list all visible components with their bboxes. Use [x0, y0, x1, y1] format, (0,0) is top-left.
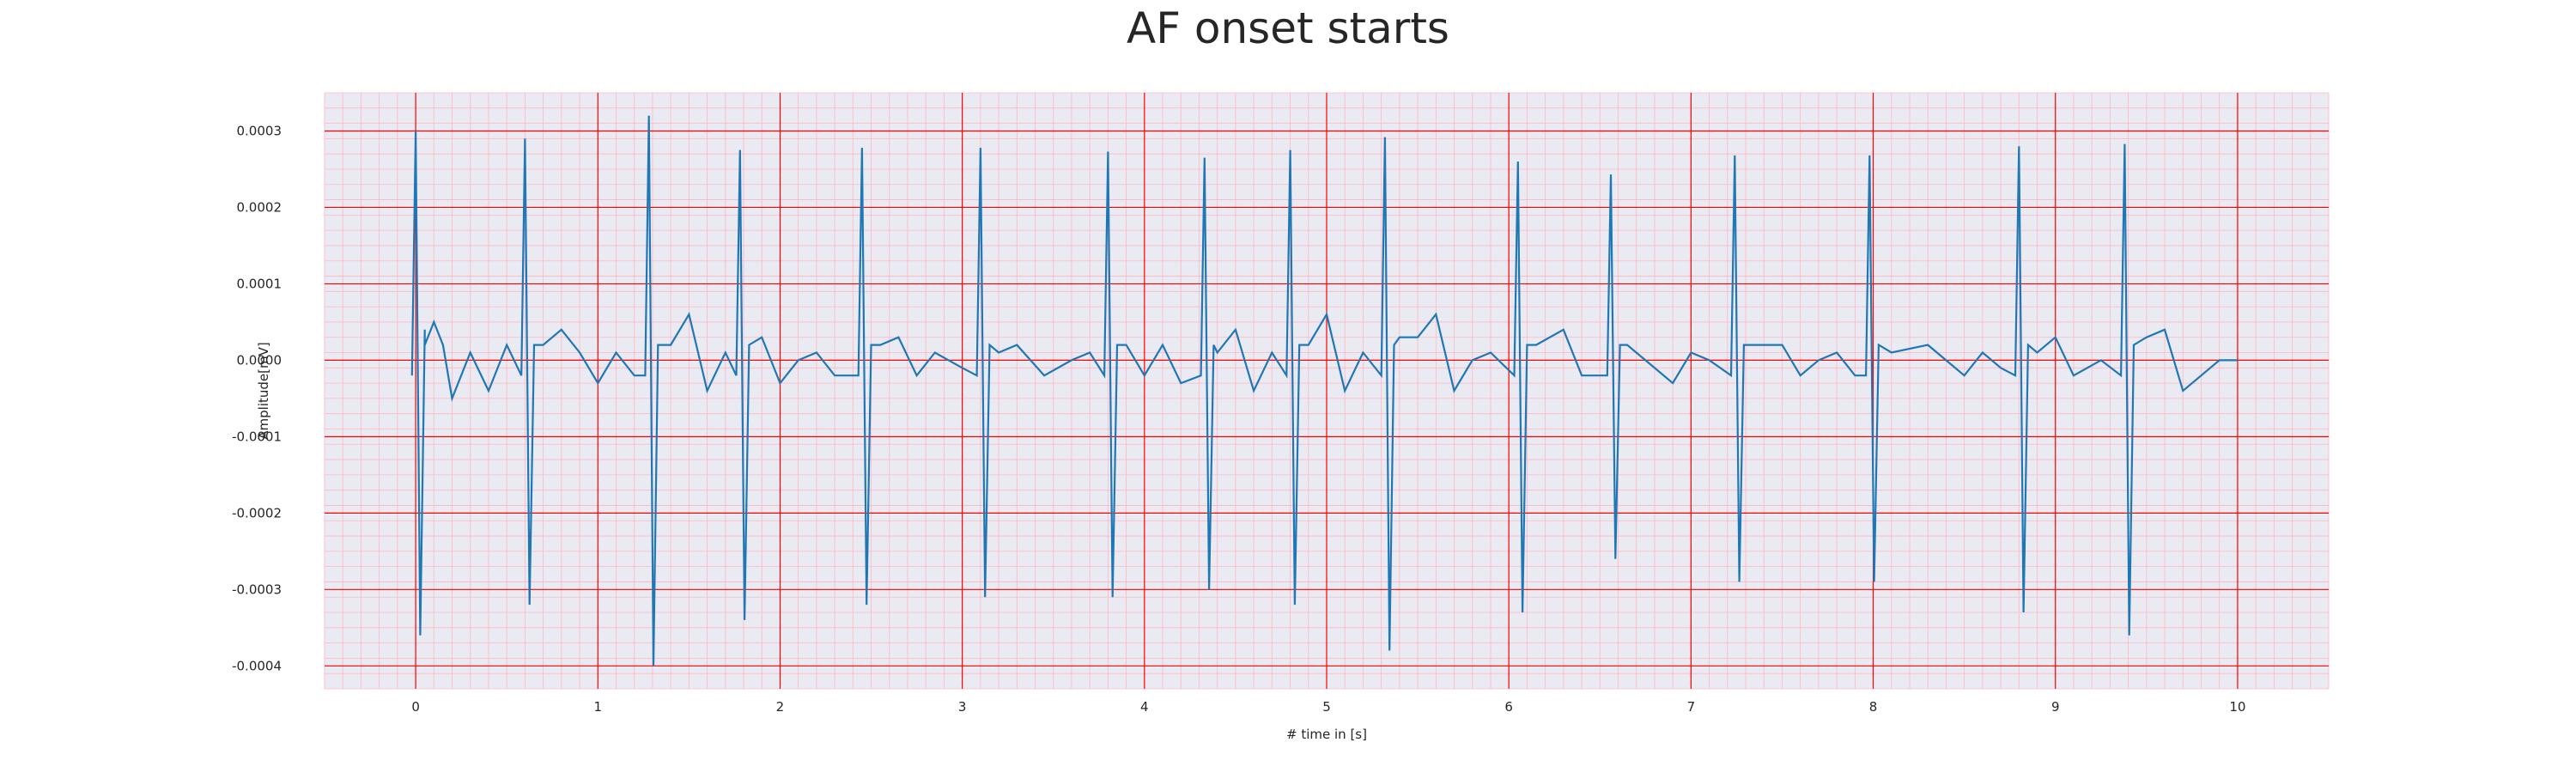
x-tick-labels: 0 1 2 3 4 5 6 7 8 9 10: [411, 699, 2245, 715]
series-line-ecg: [410, 115, 2238, 666]
x-tick-label: 3: [958, 699, 967, 715]
x-tick-label: 8: [1869, 699, 1878, 715]
x-tick-label: 4: [1140, 699, 1149, 715]
y-tick-label: -0.0004: [232, 658, 282, 673]
y-tick-label: 0.0003: [237, 123, 283, 138]
y-tick-label: 0.0000: [237, 352, 283, 368]
x-tick-label: 9: [2051, 699, 2060, 715]
x-tick-label: 0: [411, 699, 420, 715]
y-tick-label: 0.0002: [237, 199, 283, 215]
major-grid: [325, 93, 2329, 689]
y-tick-label: 0.0001: [237, 276, 283, 291]
y-tick-labels: -0.0004 -0.0003 -0.0002 -0.0001 0.0000 0.0001…: [232, 123, 282, 673]
chart-title: AF onset starts: [1127, 3, 1449, 53]
x-tick-label: 7: [1687, 699, 1696, 715]
y-tick-label: -0.0002: [232, 505, 282, 520]
x-tick-label: 10: [2229, 699, 2245, 715]
y-tick-label: -0.0001: [232, 429, 282, 444]
x-tick-label: 2: [776, 699, 785, 715]
y-axis-label: Amplitude[mV]: [256, 342, 271, 439]
x-tick-label: 1: [593, 699, 602, 715]
y-tick-label: -0.0003: [232, 581, 282, 597]
x-axis-label: # time in [s]: [1286, 727, 1367, 742]
x-tick-label: 6: [1504, 699, 1513, 715]
x-tick-label: 5: [1322, 699, 1331, 715]
